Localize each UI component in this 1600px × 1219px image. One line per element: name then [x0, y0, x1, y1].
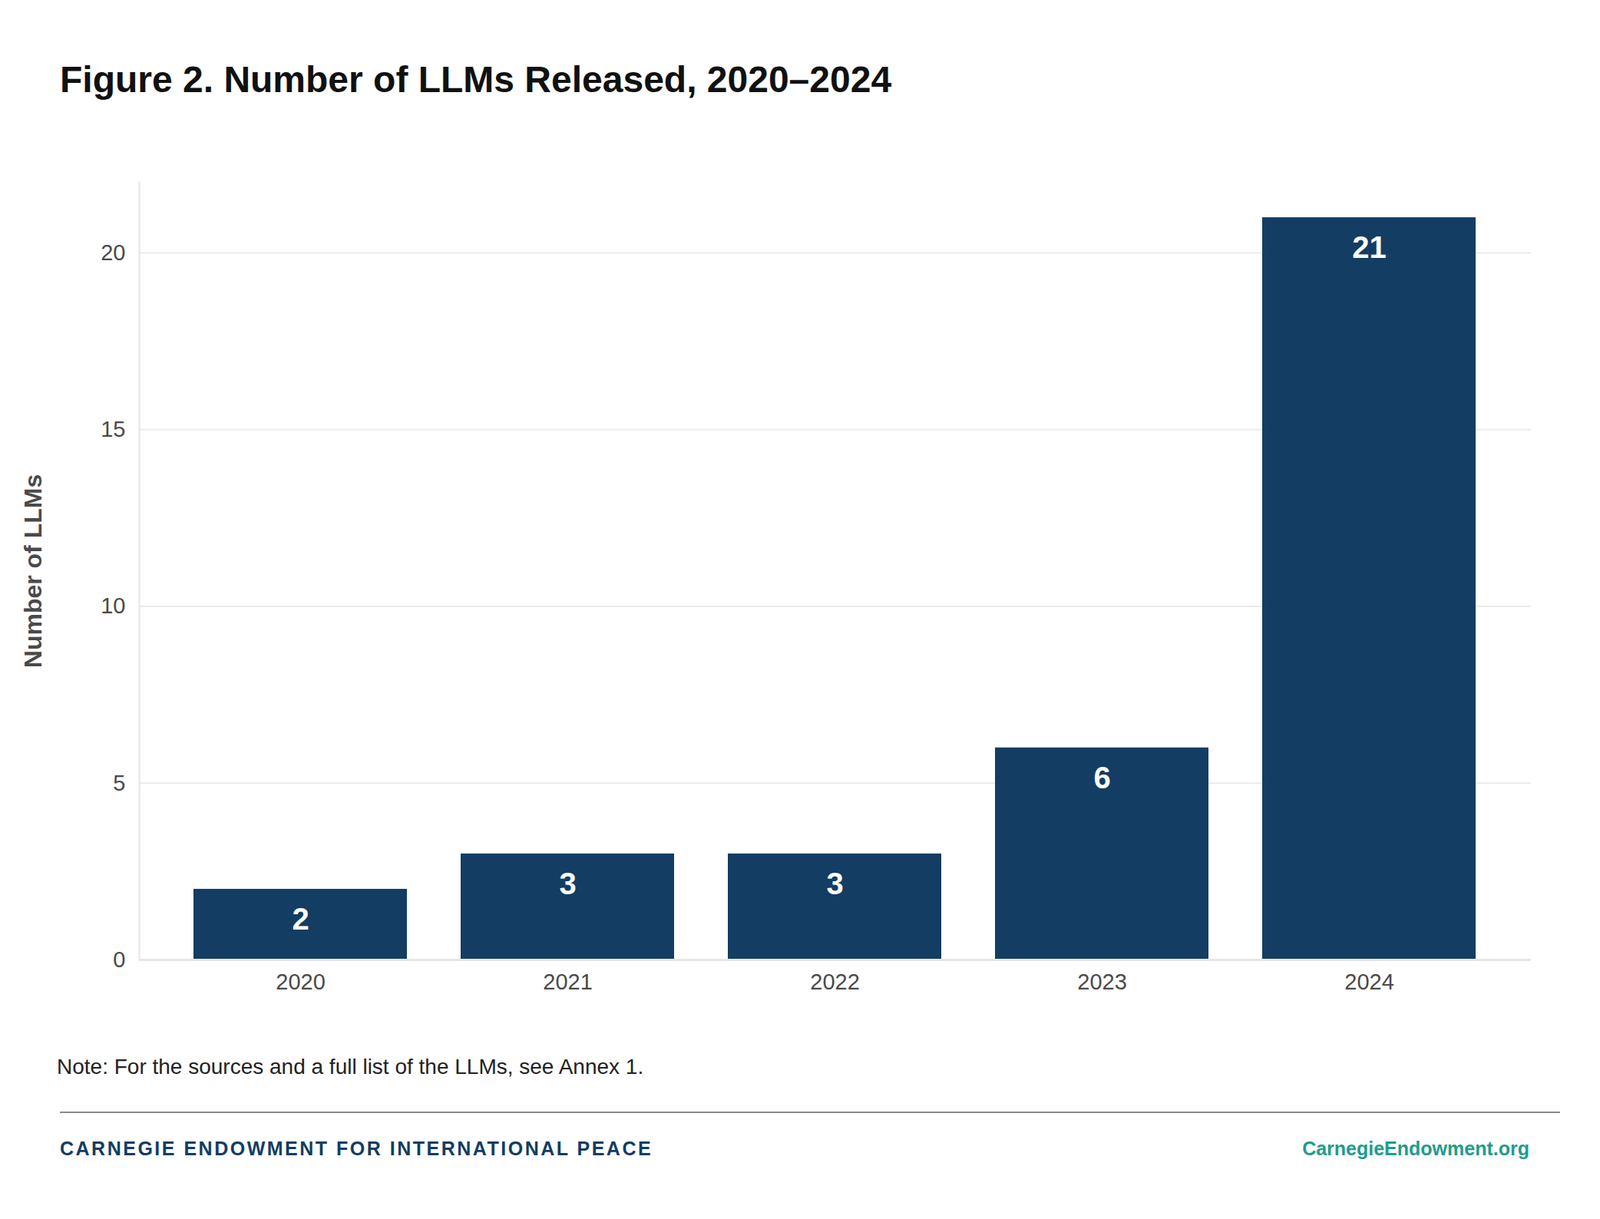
svg-text:Number of LLMs: Number of LLMs: [19, 474, 47, 668]
svg-text:10: 10: [100, 593, 126, 619]
svg-text:2023: 2023: [1077, 969, 1128, 995]
svg-text:5: 5: [112, 770, 126, 796]
svg-text:2021: 2021: [542, 969, 593, 995]
svg-text:2024: 2024: [1344, 969, 1395, 995]
svg-text:21: 21: [1352, 230, 1387, 265]
svg-text:6: 6: [1093, 760, 1111, 795]
svg-text:3: 3: [826, 866, 843, 901]
svg-text:2: 2: [291, 902, 309, 936]
html-text:Figure 2. Number of LLMs Relea: Figure 2. Number of LLMs Released, 2020–…: [59, 59, 892, 100]
svg-text:0: 0: [112, 947, 126, 972]
svg-text:2022: 2022: [809, 969, 860, 995]
svg-text:2020: 2020: [275, 969, 326, 995]
svg-text:3: 3: [558, 866, 576, 901]
svg-text:15: 15: [100, 416, 126, 442]
svg-text:20: 20: [100, 240, 126, 265]
html-text:CarnegieEndowment.org: CarnegieEndowment.org: [1302, 1137, 1530, 1160]
html-text:CARNEGIE ENDOWMENT FOR INTERNA: CARNEGIE ENDOWMENT FOR INTERNATIONAL PEA…: [59, 1137, 653, 1160]
html-text:Note: For the sources and a fu: Note: For the sources and a full list of…: [56, 1054, 644, 1079]
